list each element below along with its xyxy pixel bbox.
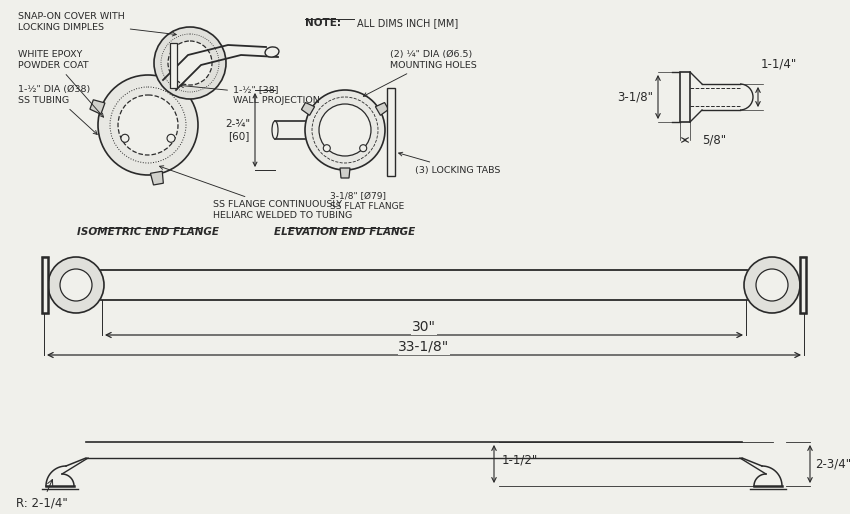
Circle shape [323,145,331,152]
Text: 1-1/2": 1-1/2" [502,453,538,467]
Text: SNAP-ON COVER WITH
LOCKING DIMPLES: SNAP-ON COVER WITH LOCKING DIMPLES [18,12,176,36]
Text: ALL DIMS INCH [MM]: ALL DIMS INCH [MM] [357,18,458,28]
Polygon shape [181,83,197,99]
Polygon shape [90,100,105,114]
Text: 2-¾"
[60]: 2-¾" [60] [225,119,250,141]
Text: 1-½" DIA (Ø38)
SS TUBING: 1-½" DIA (Ø38) SS TUBING [18,85,97,135]
Circle shape [360,145,366,152]
Polygon shape [340,168,350,178]
Bar [170,43,177,88]
Circle shape [118,95,178,155]
Polygon shape [150,171,163,185]
Text: 33-1/8": 33-1/8" [399,340,450,354]
Circle shape [98,75,198,175]
Polygon shape [302,102,314,115]
Text: ELEVATION END FLANGE: ELEVATION END FLANGE [275,227,416,237]
Circle shape [756,269,788,301]
Circle shape [168,41,212,85]
Text: 1-½" [38]
WALL PROJECTION: 1-½" [38] WALL PROJECTION [179,84,320,105]
Ellipse shape [272,121,278,139]
Circle shape [154,27,226,99]
Text: SS FLANGE CONTINUOUSLY
HELIARC WELDED TO TUBING: SS FLANGE CONTINUOUSLY HELIARC WELDED TO… [160,166,352,219]
Text: 5/8": 5/8" [702,134,726,146]
Text: 1-1/4": 1-1/4" [761,58,797,70]
Circle shape [48,257,104,313]
Text: 30": 30" [412,320,436,334]
Polygon shape [376,102,388,115]
Text: NOTE:: NOTE: [305,18,341,28]
Bar [680,72,690,122]
Circle shape [319,104,371,156]
Circle shape [121,134,129,142]
Bar [42,257,48,313]
Text: 3-1/8": 3-1/8" [617,90,653,103]
Text: R: 2-1/4": R: 2-1/4" [16,496,68,509]
Ellipse shape [265,47,279,57]
Text: (2) ¼" DIA (Ø6.5)
MOUNTING HOLES: (2) ¼" DIA (Ø6.5) MOUNTING HOLES [363,50,477,96]
Text: (3) LOCKING TABS: (3) LOCKING TABS [399,152,501,174]
Circle shape [305,90,385,170]
Bar [800,257,806,313]
Circle shape [60,269,92,301]
Text: ISOMETRIC END FLANGE: ISOMETRIC END FLANGE [77,227,219,237]
Bar [387,88,395,176]
Text: 3-1/8" [Ø79]
SS FLAT FLANGE: 3-1/8" [Ø79] SS FLAT FLANGE [330,192,405,211]
Text: 2-3/4": 2-3/4" [815,457,850,470]
Circle shape [167,134,175,142]
Text: WHITE EPOXY
POWDER COAT: WHITE EPOXY POWDER COAT [18,50,104,117]
Circle shape [744,257,800,313]
